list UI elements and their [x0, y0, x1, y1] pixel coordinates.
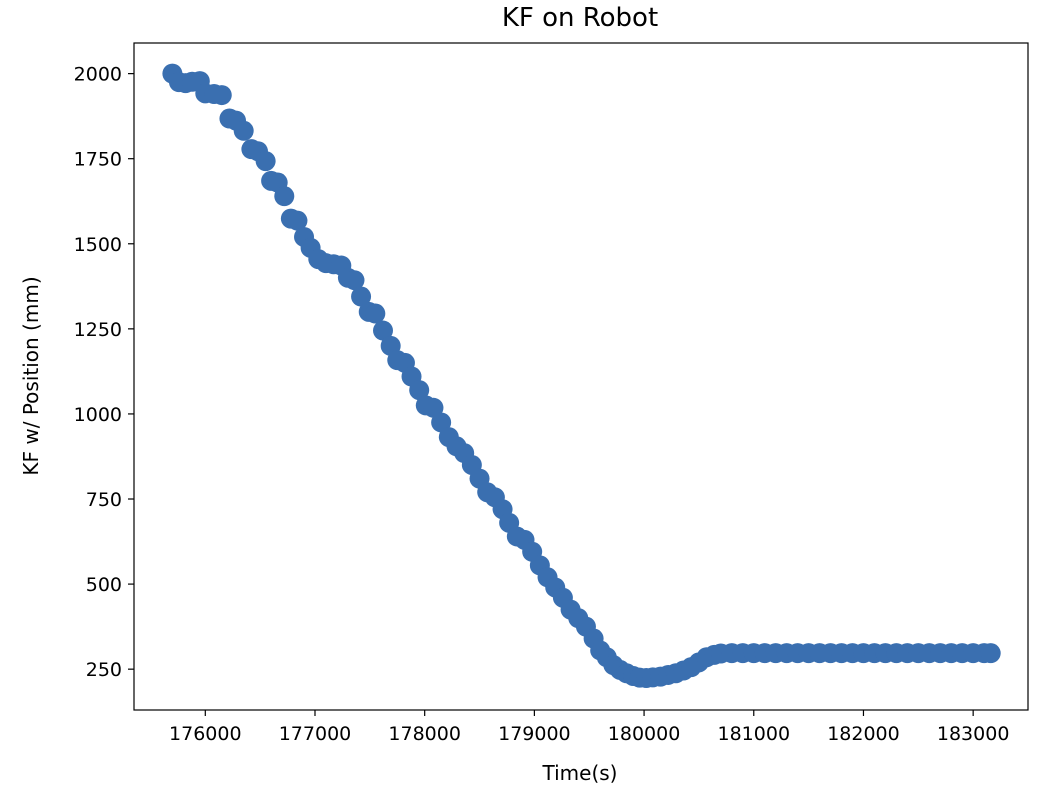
y-tick-label: 500 — [86, 574, 122, 596]
data-point — [980, 643, 1001, 664]
y-tick-label: 250 — [86, 659, 122, 681]
x-tick-label: 182000 — [827, 723, 900, 745]
data-points — [162, 63, 1001, 689]
data-point — [233, 120, 254, 141]
data-point — [365, 303, 386, 324]
data-point — [409, 380, 430, 401]
y-tick-label: 1000 — [74, 404, 122, 426]
data-point — [255, 151, 276, 172]
x-tick-label: 177000 — [279, 723, 352, 745]
x-tick-label: 183000 — [937, 723, 1010, 745]
y-tick-label: 1500 — [74, 234, 122, 256]
x-tick-label: 176000 — [169, 723, 242, 745]
data-point — [274, 186, 295, 207]
plot-frame — [133, 42, 1029, 711]
data-point — [211, 85, 232, 106]
x-tick-label: 181000 — [718, 723, 791, 745]
x-tick-label: 178000 — [388, 723, 461, 745]
data-point — [344, 270, 365, 291]
y-tick-label: 1250 — [74, 319, 122, 341]
x-tick-label: 180000 — [608, 723, 681, 745]
x-axis-label: Time(s) — [542, 761, 618, 785]
data-point — [373, 320, 394, 341]
y-axis-ticks: 250 500 750 1000 1250 1500 1750 2000 — [74, 64, 134, 681]
data-point — [351, 286, 372, 307]
y-tick-label: 750 — [86, 489, 122, 511]
chart-title: KF on Robot — [502, 3, 658, 33]
data-point — [287, 210, 308, 231]
y-tick-label: 2000 — [74, 64, 122, 86]
x-axis-ticks: 176000 177000 178000 179000 180000 181000 1820… — [169, 710, 1009, 745]
y-tick-label: 1750 — [74, 149, 122, 171]
y-axis-label: KF w/ Position (mm) — [19, 276, 43, 475]
x-tick-label: 179000 — [498, 723, 571, 745]
